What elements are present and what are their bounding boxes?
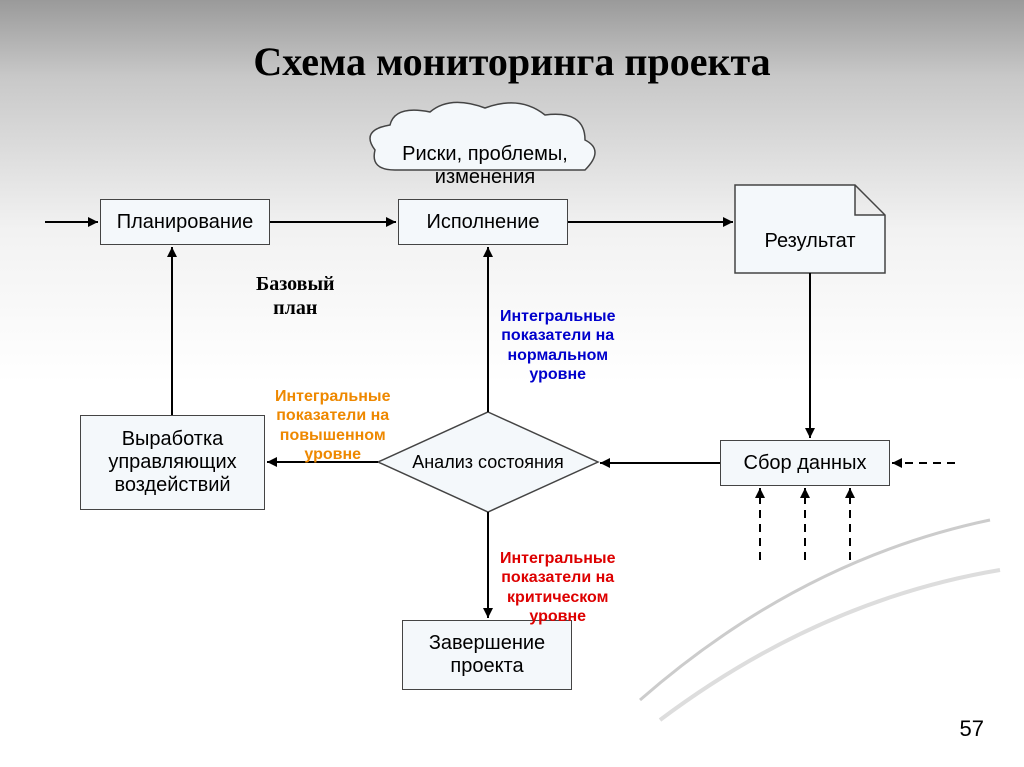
node-label: Завершение проекта (429, 632, 545, 678)
node-label: Выработка управляющих воздействий (108, 428, 236, 497)
node-collect: Сбор данных (720, 440, 890, 486)
edge-label-critical: Интегральные показатели на критическом у… (500, 530, 615, 626)
node-label: Планирование (117, 211, 254, 234)
edge-label-elevated: Интегральные показатели на повышенном ур… (275, 368, 390, 464)
page-number: 57 (960, 716, 984, 742)
diamond-label: Анализ состояния (398, 452, 578, 473)
node-label: Исполнение (426, 211, 539, 234)
document-label: Результат (735, 230, 885, 253)
edge-label-normal: Интегральные показатели на нормальном ур… (500, 288, 615, 384)
cloud-label: Риски, проблемы, изменения (380, 120, 590, 189)
node-complete: Завершение проекта (402, 620, 572, 690)
document-result (735, 185, 885, 273)
node-planning: Планирование (100, 199, 270, 245)
node-control: Выработка управляющих воздействий (80, 415, 265, 510)
page-title: Схема мониторинга проекта (0, 38, 1024, 85)
node-label: Сбор данных (744, 452, 867, 475)
node-execution: Исполнение (398, 199, 568, 245)
edge-label-base-plan: Базовый план (256, 248, 335, 320)
